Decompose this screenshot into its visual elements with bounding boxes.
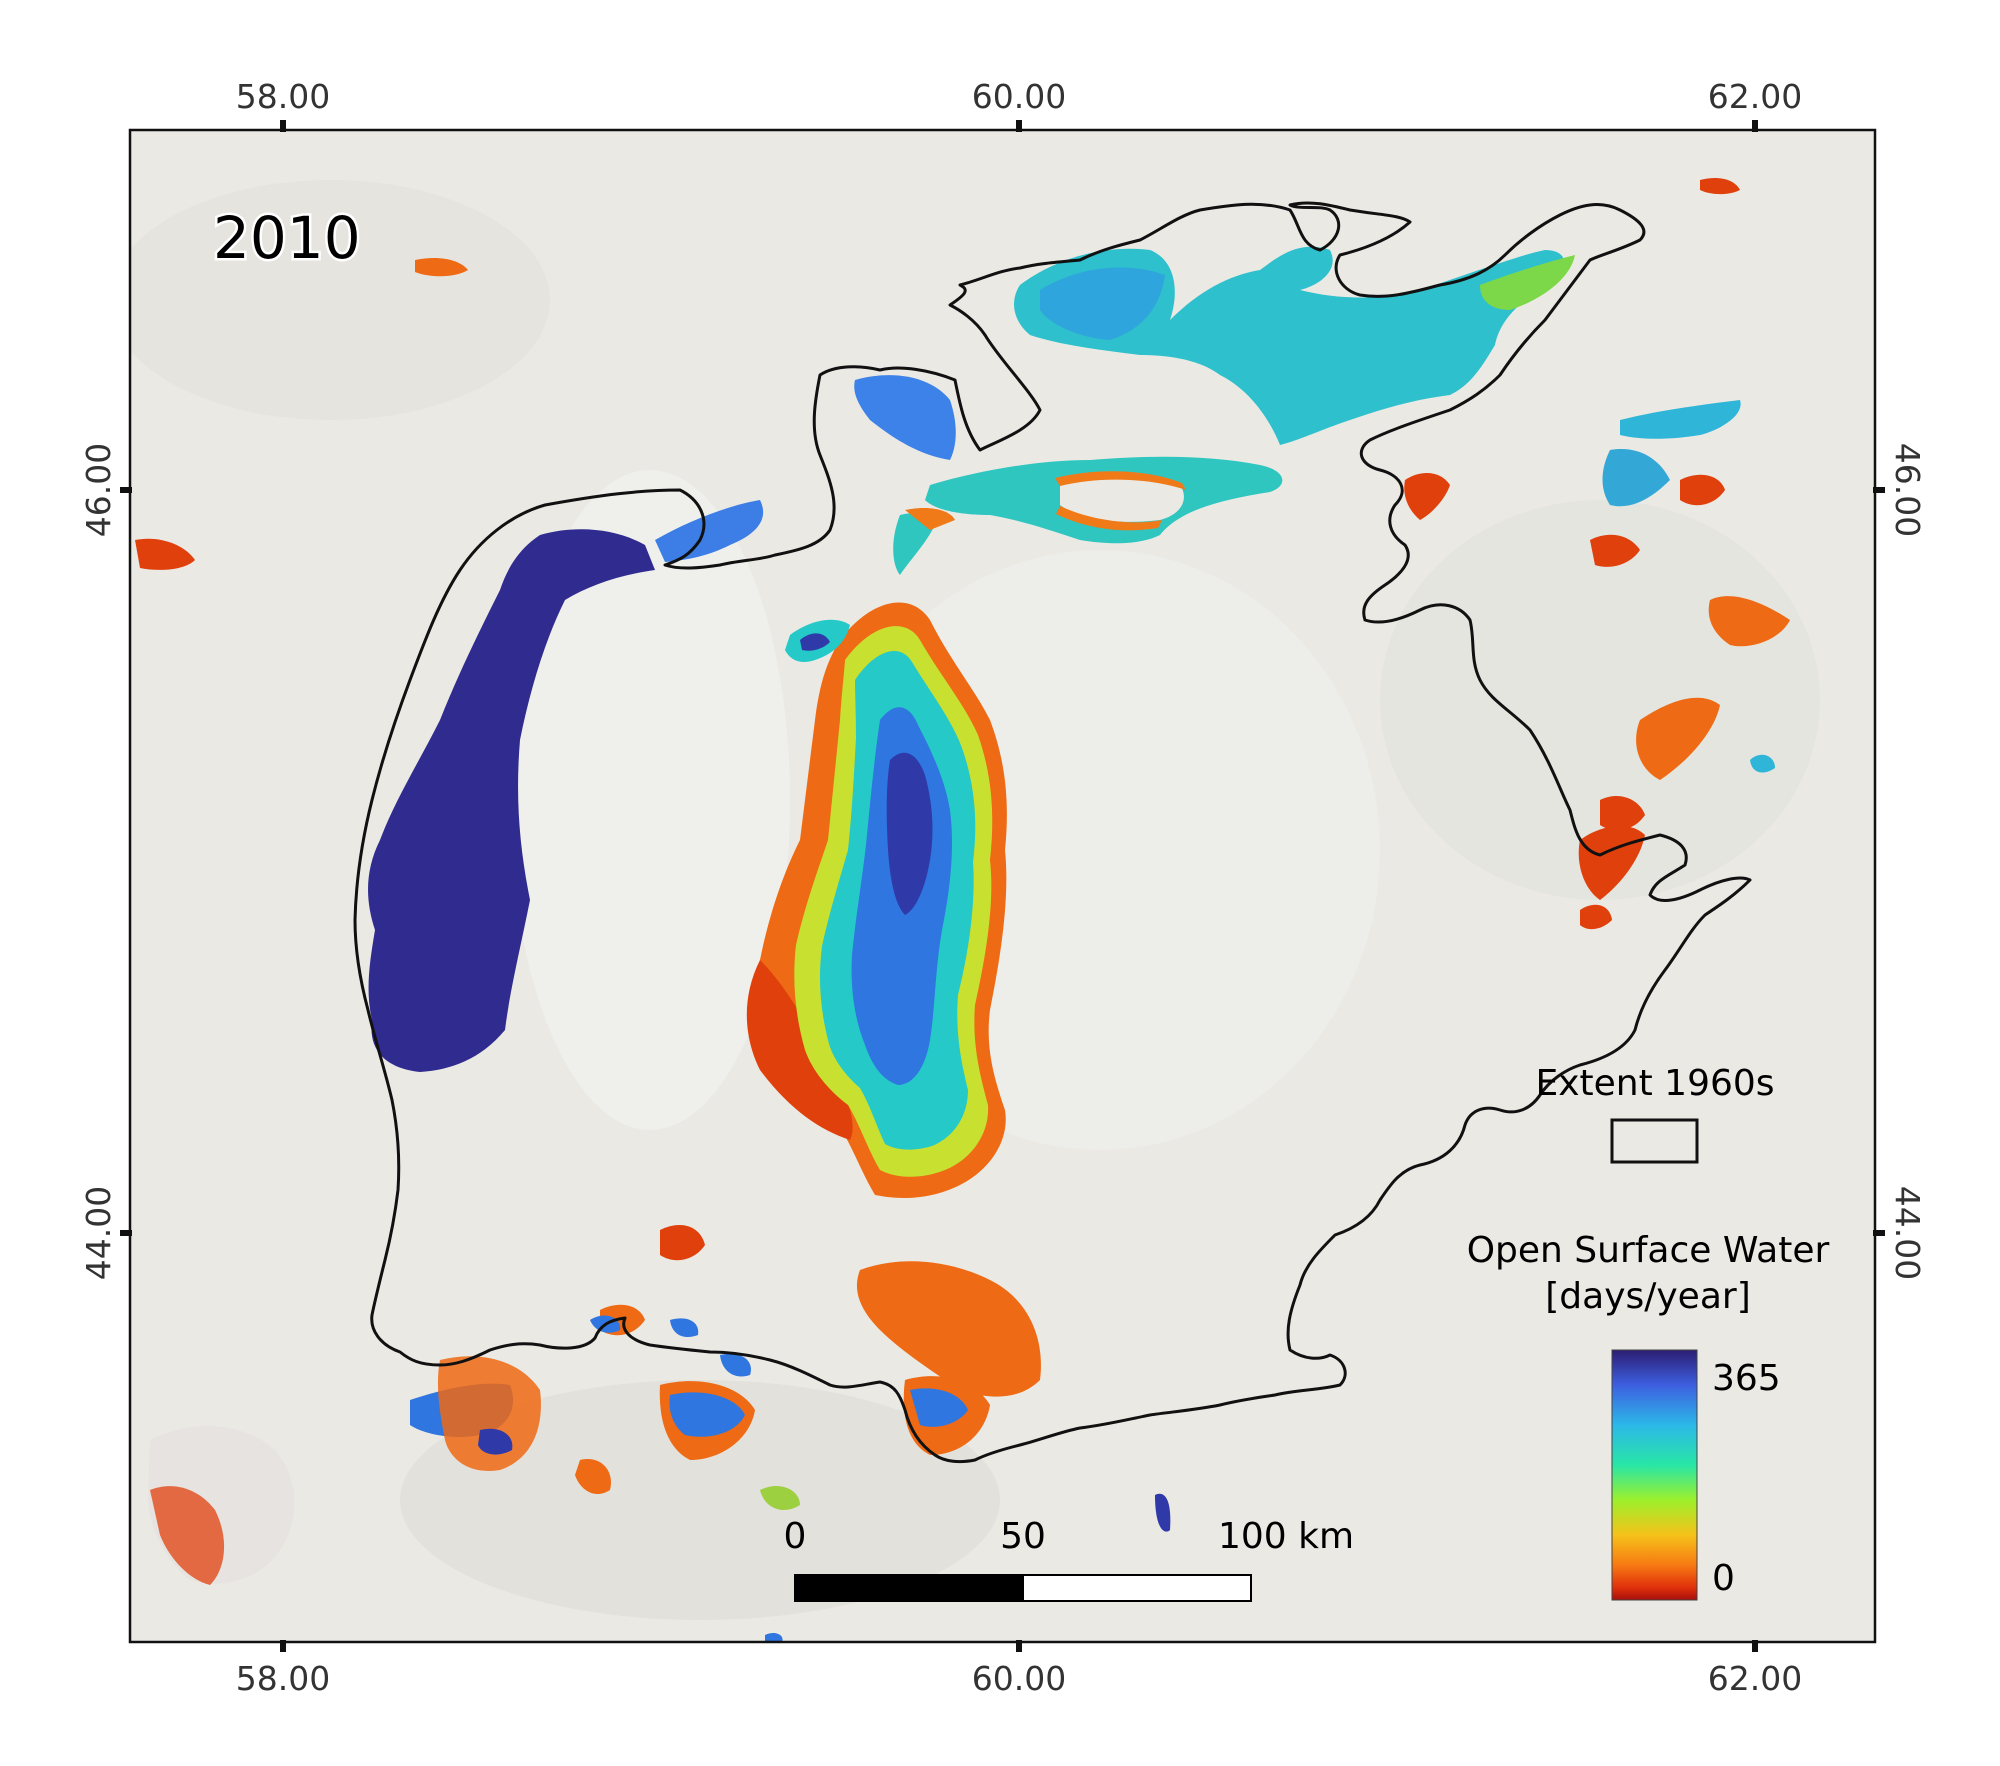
eastern-basin-north-tip-deep: [800, 633, 830, 651]
water-legend-title-line2: [days/year]: [1545, 1276, 1751, 1317]
east-wetland: [1404, 473, 1450, 520]
tick-label-top-60: 60.00: [972, 77, 1066, 116]
channel-seasonal-fringe: [1056, 506, 1162, 531]
western-basin-north-arm: [655, 500, 764, 562]
scale-bar-black-segment: [794, 1574, 1024, 1602]
terrain-patch: [130, 180, 550, 420]
tick-label-bottom-58: 58.00: [236, 1659, 330, 1698]
east-wetland: [1680, 474, 1725, 506]
dried-seabed: [510, 470, 790, 1130]
east-lake: [1750, 754, 1775, 773]
south-lake: [1155, 1493, 1171, 1532]
scale-bar-white-segment: [1022, 1574, 1252, 1602]
tick-label-top-62: 62.00: [1708, 77, 1802, 116]
south-lake: [670, 1318, 699, 1338]
south-delta-wetland: [437, 1356, 541, 1471]
tick-label-right-44: 44.00: [1888, 1186, 1927, 1280]
map-frame: [128, 128, 1877, 1644]
tick-label-left-44: 44.00: [79, 1186, 118, 1280]
tick-label-top-58: 58.00: [236, 77, 330, 116]
east-lake: [1620, 400, 1741, 439]
east-wetland: [1708, 596, 1790, 647]
extent-legend-title: Extent 1960s: [1535, 1063, 1774, 1104]
tick-label-bottom-62: 62.00: [1708, 1659, 1802, 1698]
west-wetland: [135, 538, 195, 570]
scale-bar-label-100: 100 km: [1218, 1516, 1354, 1557]
south-lake: [910, 1388, 968, 1427]
water-legend-colorbar: [1611, 1349, 1698, 1601]
east-wetland: [1580, 904, 1612, 930]
extent-legend-swatch: [1610, 1118, 1699, 1164]
channel-seasonal-fringe: [905, 508, 955, 530]
nw-wetland: [415, 258, 468, 277]
channel-connector-water: [893, 513, 935, 575]
south-lake: [765, 1632, 783, 1642]
water-legend-min-label: 0: [1712, 1558, 1735, 1599]
south-delta-wetland: [856, 1261, 1041, 1397]
tick-label-right-46: 46.00: [1888, 443, 1927, 537]
channel-seasonal-fringe: [1055, 471, 1186, 490]
extent-1960s-outline: [353, 201, 1752, 1464]
scale-bar-label-50: 50: [1000, 1516, 1046, 1557]
north-aral-deep: [1040, 267, 1165, 340]
south-delta-wetland: [575, 1459, 611, 1495]
sw-wetland: [150, 1486, 225, 1585]
western-basin-water: [368, 529, 655, 1072]
east-wetland: [1600, 795, 1645, 831]
tick-label-left-46: 46.00: [79, 443, 118, 537]
tick-marks: [120, 120, 1885, 1652]
tshchebas-bay-water: [854, 375, 956, 460]
east-wetland: [1636, 697, 1720, 780]
channel-island: [1060, 473, 1184, 522]
south-lake: [720, 1353, 751, 1377]
north-aral-east-arm: [1480, 255, 1575, 310]
scale-bar-label-0: 0: [784, 1516, 807, 1557]
eastern-basin-deep-core: [886, 752, 933, 915]
eastern-basin-ephemeral-water: [746, 960, 853, 1140]
terrain-patch: [400, 1380, 1000, 1620]
south-lake: [669, 1392, 745, 1437]
water-legend-title-line1: Open Surface Water: [1467, 1230, 1830, 1271]
water-legend-max-label: 365: [1712, 1358, 1781, 1399]
year-label: 2010: [213, 204, 361, 272]
south-lake: [478, 1428, 513, 1455]
ne-wetland: [1700, 178, 1740, 195]
south-delta-wetland: [660, 1225, 705, 1261]
east-wetland: [1590, 534, 1640, 567]
map-content: 2010 Extent 1960s Open Surface Water [da…: [130, 178, 1830, 1642]
tick-label-bottom-60: 60.00: [972, 1659, 1066, 1698]
east-lake: [1602, 449, 1670, 507]
south-delta-wetland: [760, 1485, 800, 1510]
